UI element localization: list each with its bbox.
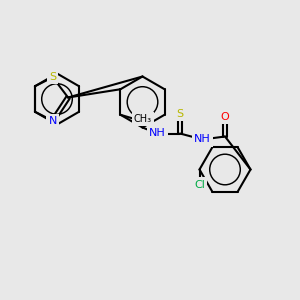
Text: NH: NH: [149, 128, 166, 139]
Text: O: O: [220, 112, 230, 122]
Text: S: S: [49, 72, 56, 82]
Text: N: N: [49, 116, 57, 126]
Text: NH: NH: [194, 134, 211, 145]
Text: CH₃: CH₃: [134, 114, 152, 124]
Text: Cl: Cl: [194, 179, 205, 190]
Text: S: S: [176, 109, 184, 119]
